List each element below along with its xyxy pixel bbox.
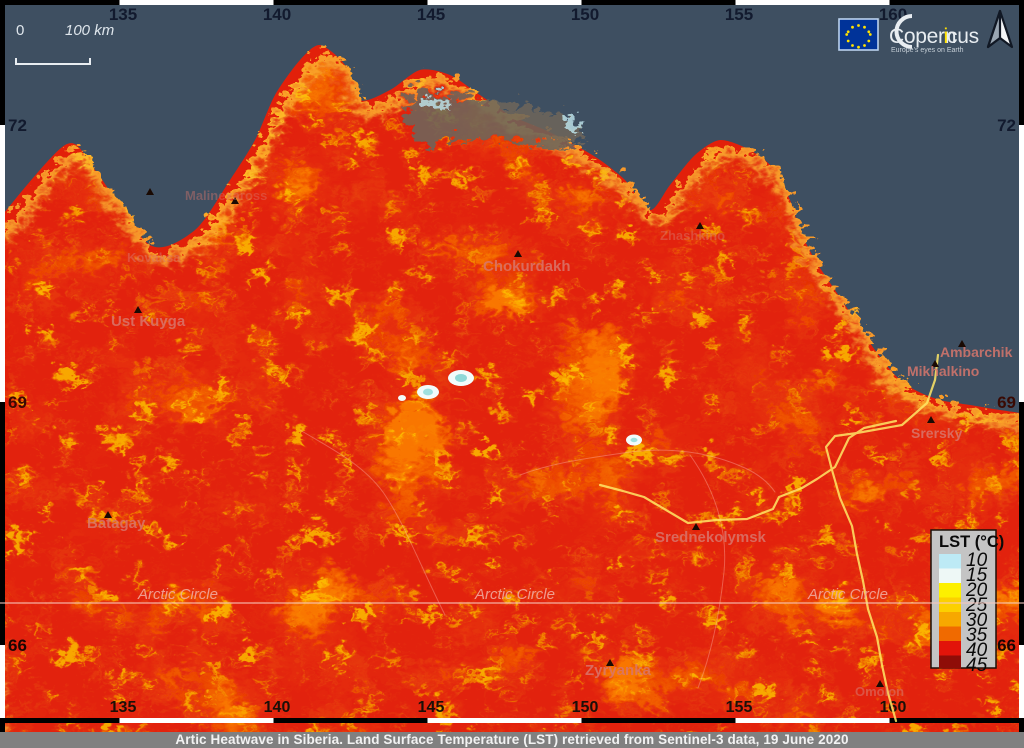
svg-text:Europe's eyes on Earth: Europe's eyes on Earth xyxy=(891,47,964,54)
svg-text:69: 69 xyxy=(997,393,1016,412)
svg-text:cus: cus xyxy=(947,25,979,48)
svg-text:72: 72 xyxy=(997,116,1016,135)
svg-text:150: 150 xyxy=(572,699,599,716)
svg-text:66: 66 xyxy=(997,636,1016,655)
svg-text:Zhashkino: Zhashkino xyxy=(660,228,725,243)
svg-text:Ambarchik: Ambarchik xyxy=(940,344,1013,360)
svg-text:72: 72 xyxy=(8,116,27,135)
svg-text:Arctic Circle: Arctic Circle xyxy=(474,586,555,603)
svg-text:155: 155 xyxy=(725,5,753,24)
svg-text:45: 45 xyxy=(966,655,988,676)
svg-text:Chokurdakh: Chokurdakh xyxy=(483,258,571,275)
svg-text:Malinexaross: Malinexaross xyxy=(185,188,267,203)
svg-text:Arctic Circle: Arctic Circle xyxy=(807,586,888,603)
svg-text:140: 140 xyxy=(264,699,291,716)
svg-text:140: 140 xyxy=(263,5,291,24)
svg-text:Srednekolymsk: Srednekolymsk xyxy=(655,529,767,546)
svg-text:100 km: 100 km xyxy=(65,22,114,39)
svg-text:150: 150 xyxy=(571,5,599,24)
svg-text:LST (°C): LST (°C) xyxy=(939,533,1004,551)
svg-text:145: 145 xyxy=(417,5,445,24)
svg-text:Arctic Circle: Arctic Circle xyxy=(137,586,218,603)
svg-text:Zyryanka: Zyryanka xyxy=(585,662,652,679)
svg-text:155: 155 xyxy=(726,699,753,716)
svg-text:145: 145 xyxy=(418,699,445,716)
svg-text:135: 135 xyxy=(110,699,137,716)
svg-text:0: 0 xyxy=(16,22,24,39)
svg-text:Srersky: Srersky xyxy=(911,425,963,441)
svg-text:Mikhalkino: Mikhalkino xyxy=(907,363,979,379)
svg-text:69: 69 xyxy=(8,393,27,412)
svg-text:66: 66 xyxy=(8,636,27,655)
svg-text:Batagay: Batagay xyxy=(87,515,146,532)
svg-text:Kovaksa: Kovaksa xyxy=(127,250,181,265)
svg-text:Ust Kuyga: Ust Kuyga xyxy=(111,313,186,330)
svg-text:Omolon: Omolon xyxy=(855,684,904,699)
